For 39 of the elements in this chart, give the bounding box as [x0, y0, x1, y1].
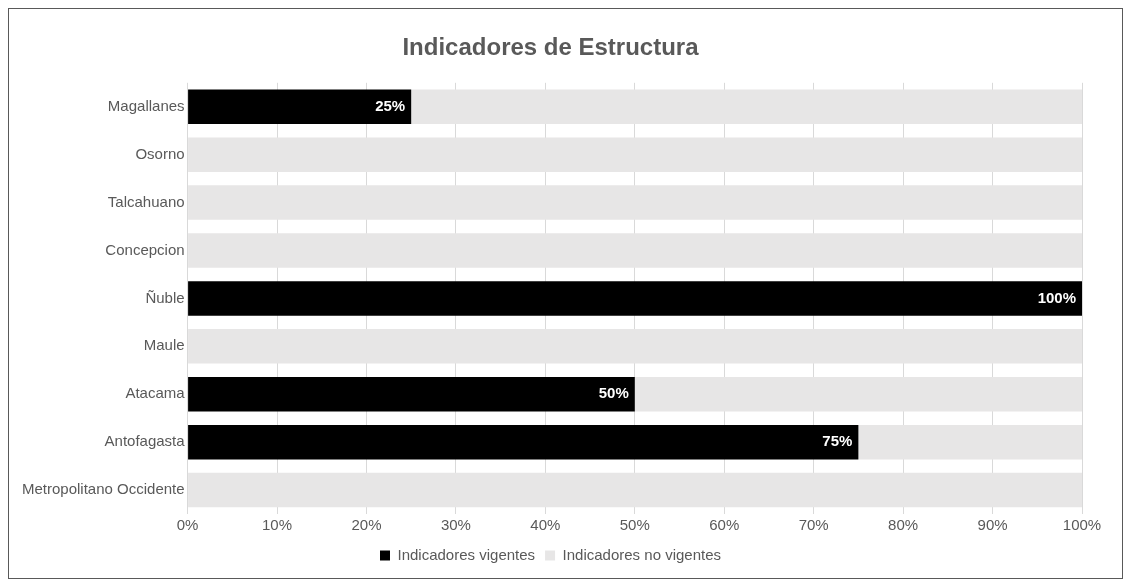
x-tick-label: 90% [977, 516, 1008, 534]
data-label: 100% [1037, 288, 1076, 306]
data-label: 25% [375, 96, 406, 114]
bar [188, 329, 1082, 364]
bar [188, 281, 1082, 316]
y-tick-label: Atacama [125, 384, 186, 402]
legend-label: Indicadores no vigentes [562, 545, 722, 563]
data-label: 50% [598, 384, 629, 402]
y-tick-label: Concepcion [105, 240, 185, 258]
x-tick-label: 40% [530, 516, 561, 534]
y-tick-label: Osorno [135, 144, 185, 162]
bar [858, 424, 1082, 460]
bar [188, 233, 1082, 268]
x-tick-label: 10% [262, 516, 293, 534]
x-tick-label: 20% [351, 516, 382, 534]
x-tick-label: 100% [1062, 516, 1102, 534]
y-tick-label: Antofagasta [104, 432, 186, 450]
bar [411, 89, 1082, 124]
y-tick-label: Ñuble [145, 288, 185, 306]
bar [188, 185, 1082, 220]
data-label: 75% [822, 432, 853, 450]
y-tick-label: Maule [143, 336, 185, 354]
bar [188, 137, 1082, 172]
bar [188, 89, 412, 124]
x-tick-label: 0% [176, 516, 199, 534]
x-tick-label: 60% [709, 516, 740, 534]
legend-label: Indicadores vigentes [397, 545, 536, 563]
chart-title: Indicadores de Estructura [402, 33, 700, 61]
bar [634, 376, 1082, 412]
bar [188, 424, 859, 460]
bar [188, 376, 635, 412]
y-tick-label: Talcahuano [107, 192, 185, 210]
x-tick-label: 50% [619, 516, 650, 534]
x-tick-label: 80% [888, 516, 919, 534]
y-tick-label: Magallanes [107, 96, 185, 114]
x-tick-label: 30% [440, 516, 471, 534]
bar [188, 472, 1082, 508]
x-tick-label: 70% [798, 516, 829, 534]
y-tick-label: Metropolitano Occidente [22, 480, 185, 498]
